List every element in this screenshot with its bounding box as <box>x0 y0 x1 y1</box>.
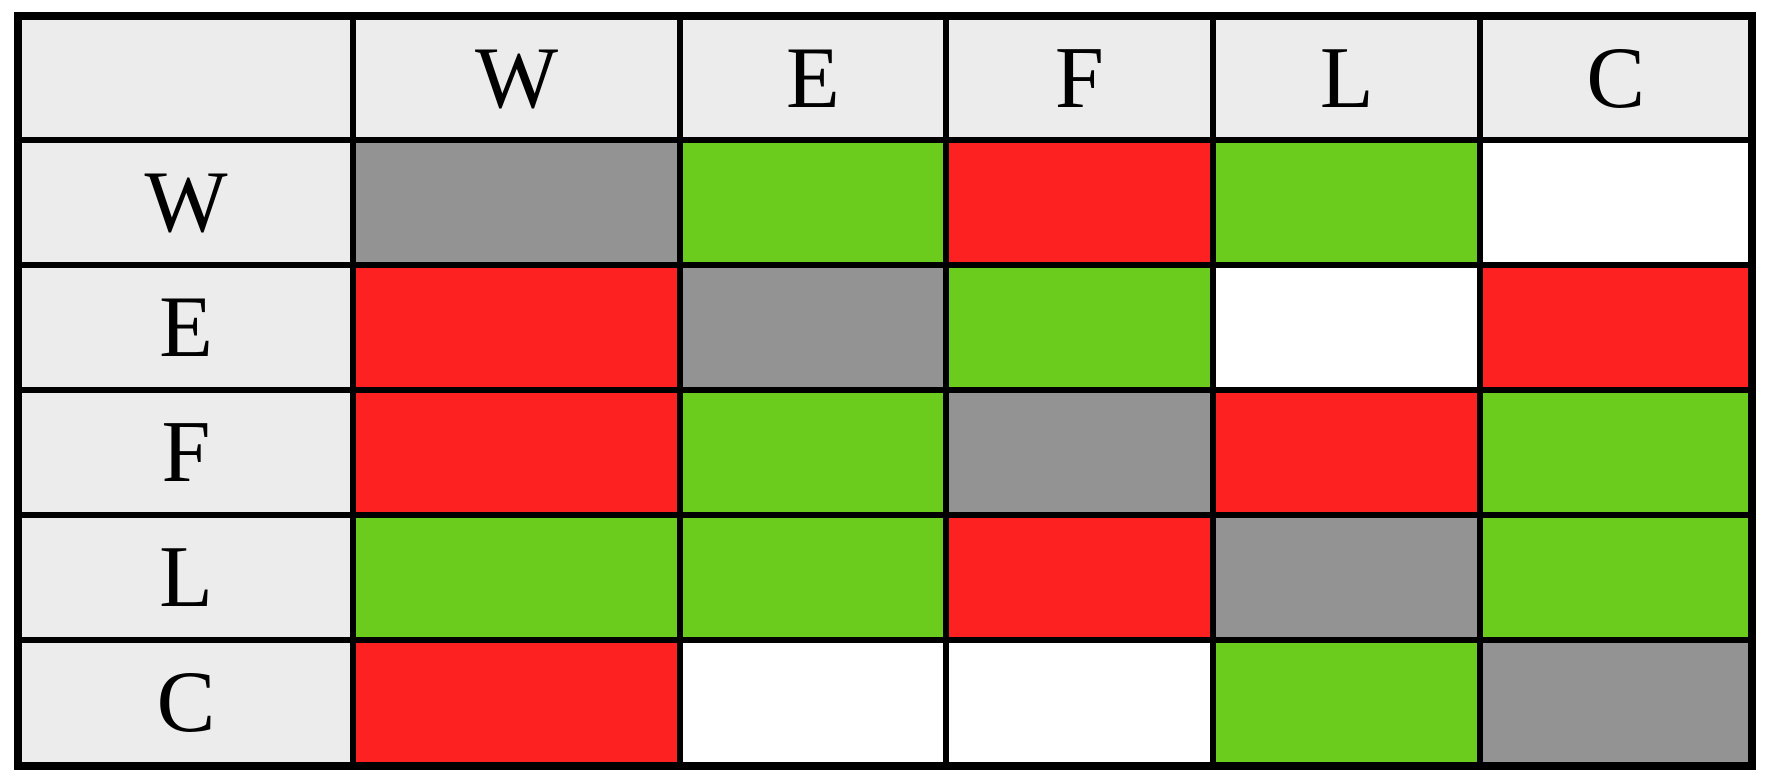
matrix-row-F: F <box>14 387 1755 518</box>
cell-L-C-green <box>1477 512 1755 643</box>
cell-C-E-white <box>677 637 949 769</box>
cell-L-L-gray <box>1209 512 1484 643</box>
column-header-C: C <box>1477 13 1755 143</box>
cell-W-W-gray <box>350 137 684 268</box>
cell-L-W-green <box>350 512 684 643</box>
matrix-row-L: L <box>14 512 1755 643</box>
corner-cell <box>14 13 357 143</box>
cell-E-L-white <box>1209 262 1484 393</box>
cell-W-L-green <box>1209 137 1484 268</box>
cell-C-W-red <box>350 637 684 769</box>
row-header-E: E <box>14 262 357 393</box>
cell-E-F-green <box>942 262 1217 393</box>
cell-F-L-red <box>1209 387 1484 518</box>
cell-E-W-red <box>350 262 684 393</box>
cell-C-L-green <box>1209 637 1484 769</box>
column-header-L: L <box>1209 13 1484 143</box>
cell-C-C-gray <box>1477 637 1755 769</box>
cell-F-F-gray <box>942 387 1217 518</box>
cell-F-E-green <box>677 387 949 518</box>
matrix-row-E: E <box>14 262 1755 393</box>
cell-E-C-red <box>1477 262 1755 393</box>
matrix-row-W: W <box>14 137 1755 268</box>
cell-L-E-green <box>677 512 949 643</box>
cell-C-F-white <box>942 637 1217 769</box>
cell-F-C-green <box>1477 387 1755 518</box>
column-header-W: W <box>350 13 684 143</box>
cell-E-E-gray <box>677 262 949 393</box>
column-header-E: E <box>677 13 949 143</box>
cell-W-E-green <box>677 137 949 268</box>
row-header-L: L <box>14 512 357 643</box>
cell-L-F-red <box>942 512 1217 643</box>
cell-F-W-red <box>350 387 684 518</box>
matrix-row-C: C <box>14 637 1755 769</box>
row-header-C: C <box>14 637 357 769</box>
row-header-F: F <box>14 387 357 518</box>
row-header-W: W <box>14 137 357 268</box>
cell-W-C-white <box>1477 137 1755 268</box>
column-header-F: F <box>942 13 1217 143</box>
cell-W-F-red <box>942 137 1217 268</box>
